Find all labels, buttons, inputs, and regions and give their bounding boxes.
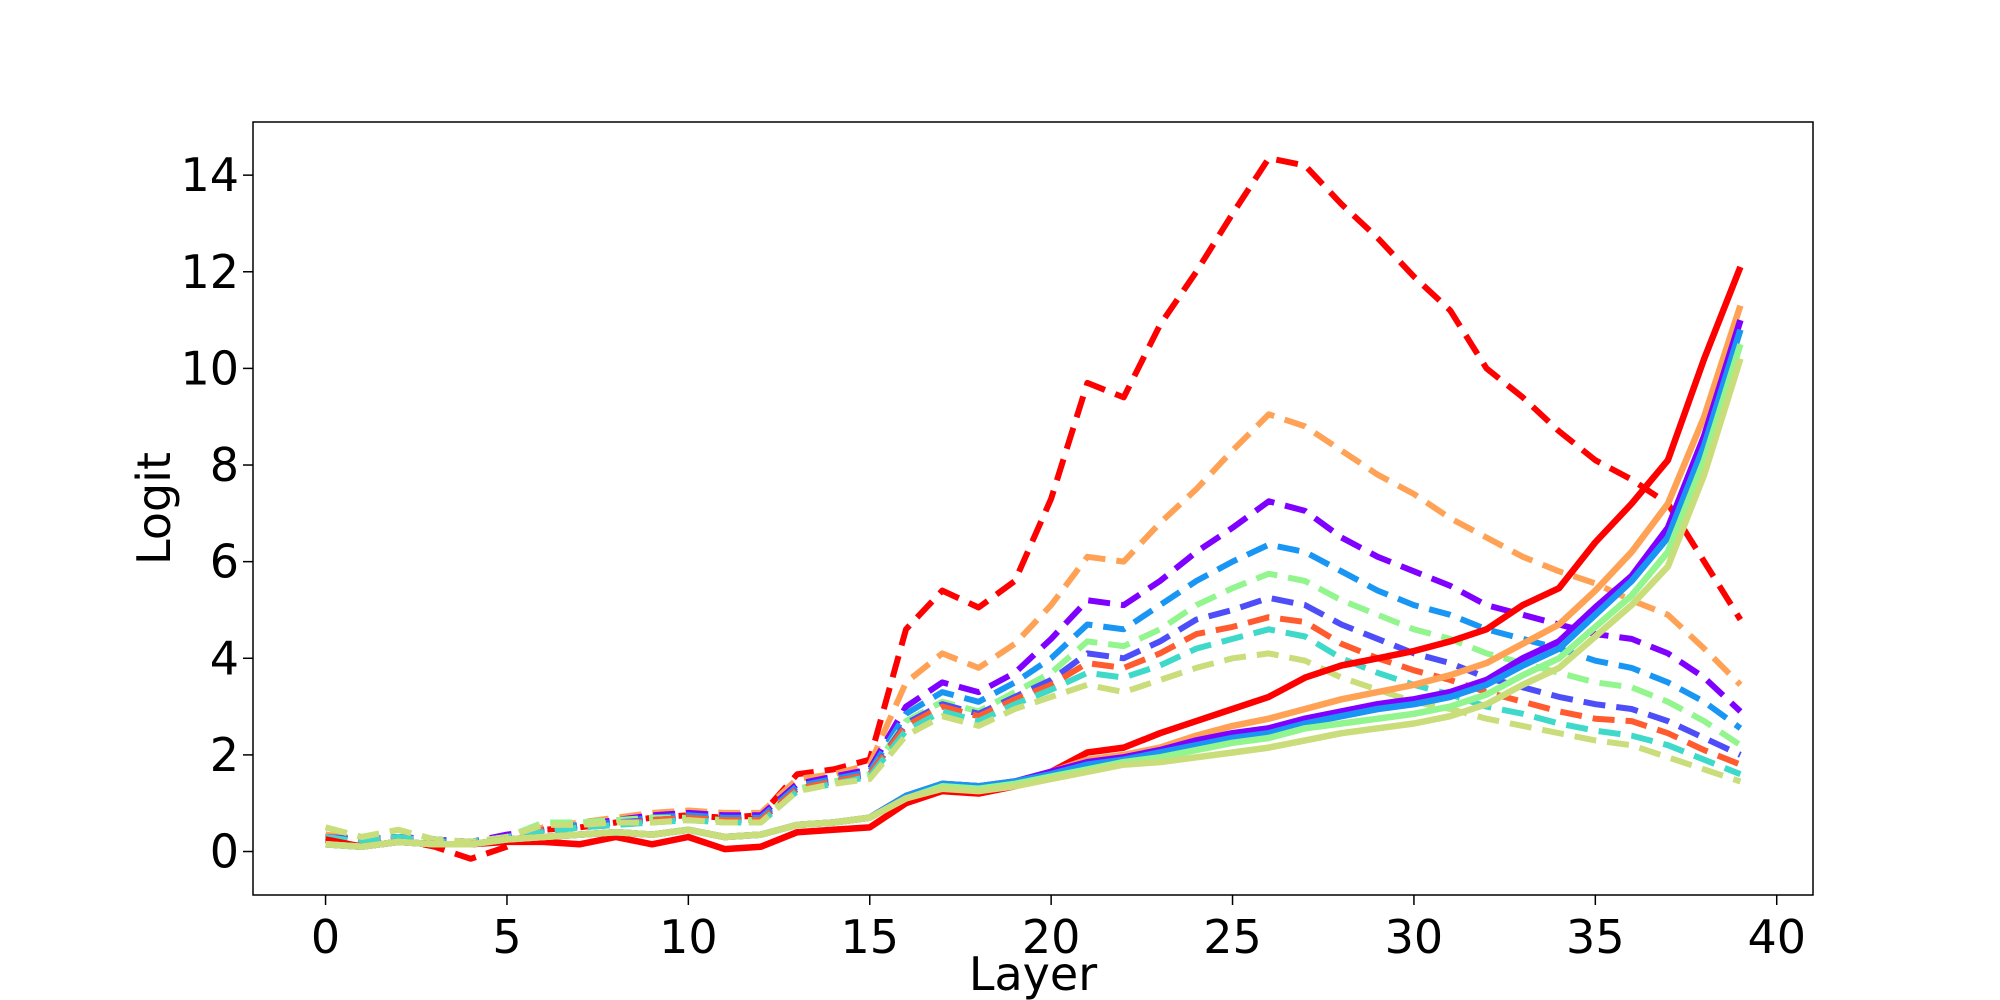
y-tick-label: 2 — [210, 728, 239, 782]
x-tick-label: 20 — [1022, 910, 1081, 964]
y-tick-label: 14 — [180, 148, 239, 202]
y-tick-label: 0 — [210, 825, 239, 879]
x-axis-label: Layer — [969, 947, 1097, 1000]
series-line-11-solid — [325, 304, 1744, 850]
y-tick-label: 12 — [180, 245, 239, 299]
series-line-13-solid — [325, 328, 1744, 850]
x-tick-label: 40 — [1747, 910, 1806, 964]
series-line-8-dashed — [325, 626, 1742, 845]
x-tick-label: 5 — [492, 910, 521, 964]
y-axis-label: Logit — [127, 452, 181, 565]
y-tick-label: 10 — [180, 341, 239, 395]
series-line-12-solid — [325, 319, 1744, 850]
series-line-15-solid — [325, 357, 1744, 850]
y-tick-label: 4 — [210, 631, 239, 685]
x-tick-label: 35 — [1566, 910, 1625, 964]
series-line-9-dashed — [324, 650, 1742, 845]
series-line-1-dashed — [325, 155, 1743, 862]
series-layer — [324, 155, 1744, 862]
x-tick-label: 30 — [1385, 910, 1444, 964]
series-line-6-dashed — [325, 594, 1742, 845]
x-tick-label: 15 — [840, 910, 899, 964]
series-line-14-solid — [325, 343, 1744, 850]
x-tick-label: 25 — [1203, 910, 1262, 964]
plot-frame — [252, 121, 1814, 896]
y-tick-label: 8 — [210, 438, 239, 492]
series-line-4-dashed — [325, 541, 1743, 845]
y-tick-label: 6 — [210, 535, 239, 589]
y-axis: 0 2 4 6 8 10 12 14 — [180, 148, 253, 879]
x-tick-label: 10 — [659, 910, 718, 964]
x-axis: 0 5 10 15 20 25 30 35 40 — [311, 895, 1806, 964]
x-tick-label: 0 — [311, 910, 340, 964]
